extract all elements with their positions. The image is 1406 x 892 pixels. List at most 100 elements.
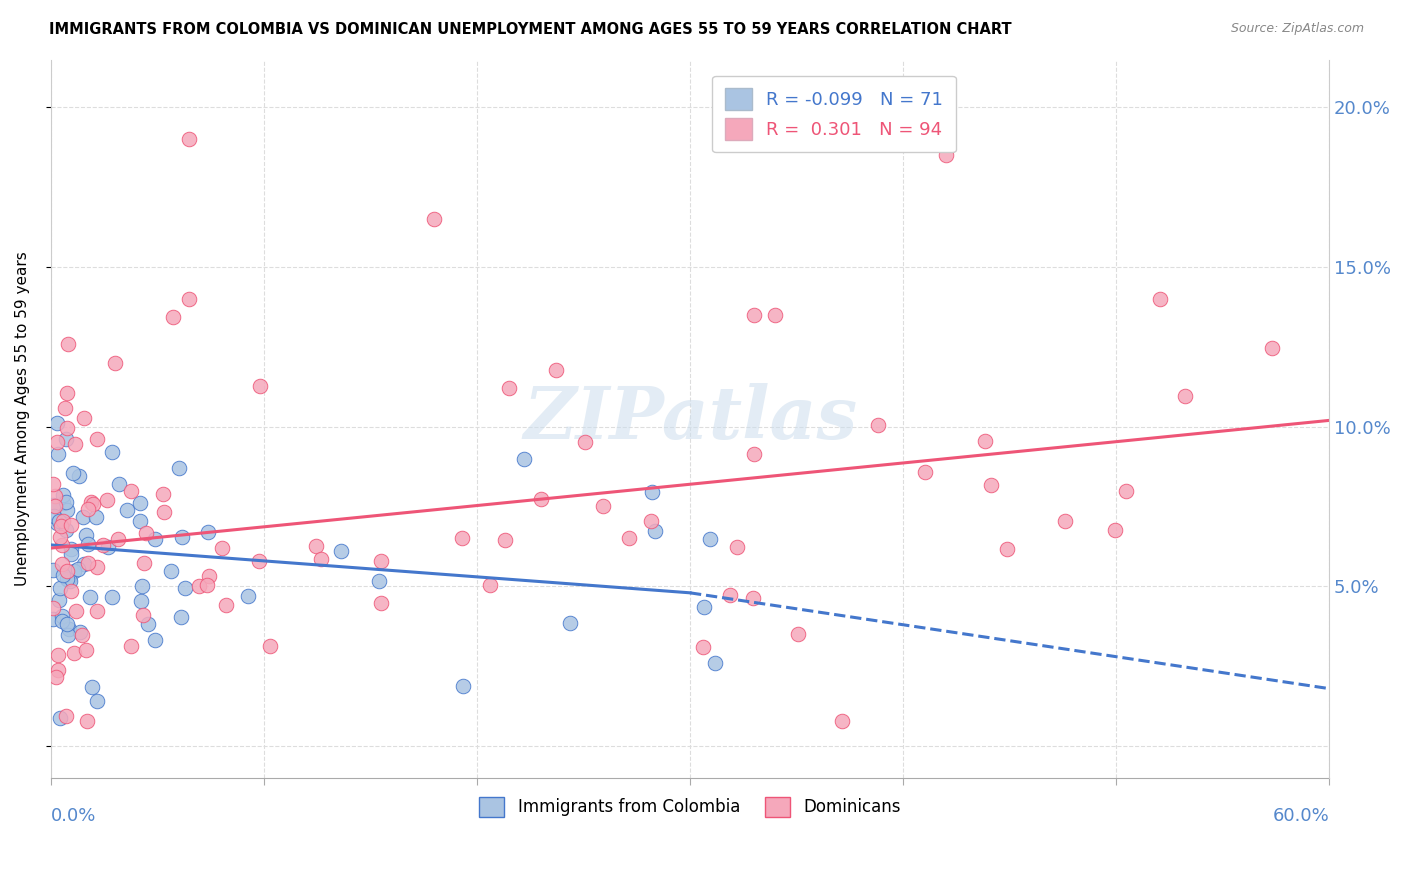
Point [51, 614, 73, 628]
Point [55, 432, 77, 446]
Point [51, 609, 73, 624]
Point [101, 590, 124, 604]
Point [79, 590, 101, 604]
Text: ZIPatlas: ZIPatlas [523, 384, 858, 454]
Point [498, 381, 520, 395]
Point [145, 532, 167, 546]
Point [513, 451, 536, 466]
Point [370, 596, 392, 610]
Point [59, 584, 82, 599]
Point [997, 541, 1019, 556]
Point [725, 540, 748, 554]
Point [75, 643, 97, 657]
Point [247, 554, 270, 568]
Point [170, 610, 193, 624]
Point [63, 564, 86, 578]
Point [82, 497, 104, 511]
Point [55, 564, 77, 578]
Point [46, 663, 69, 677]
Point [108, 476, 131, 491]
Point [174, 581, 197, 595]
Point [75, 527, 97, 541]
Point [56, 421, 79, 435]
Point [368, 574, 391, 588]
Point [742, 308, 765, 322]
Point [62, 646, 84, 660]
Point [53, 401, 76, 416]
Point [172, 530, 194, 544]
Point [560, 615, 582, 630]
Point [60, 547, 83, 561]
Point [868, 417, 890, 432]
Point [107, 533, 129, 547]
Point [86, 433, 108, 447]
Point [1260, 341, 1282, 355]
Point [45, 416, 67, 430]
Point [86, 560, 108, 574]
Point [831, 714, 853, 728]
Point [52, 568, 75, 582]
Point [763, 308, 786, 322]
Point [644, 524, 666, 538]
Point [450, 532, 472, 546]
Point [530, 491, 553, 506]
Text: 0.0%: 0.0% [51, 806, 96, 825]
Point [42, 476, 65, 491]
Point [49, 519, 72, 533]
Point [330, 544, 353, 558]
Point [104, 356, 127, 370]
Point [1054, 514, 1077, 528]
Point [51, 538, 73, 552]
Point [159, 564, 181, 578]
Point [42, 500, 65, 514]
Point [67, 469, 90, 483]
Point [187, 579, 209, 593]
Text: Source: ZipAtlas.com: Source: ZipAtlas.com [1230, 22, 1364, 36]
Point [77, 537, 100, 551]
Point [129, 496, 152, 510]
Point [60, 518, 83, 533]
Point [215, 598, 238, 612]
Point [56, 572, 79, 586]
Legend: Immigrants from Colombia, Dominicans: Immigrants from Colombia, Dominicans [472, 790, 907, 823]
Point [544, 363, 567, 377]
Point [52, 496, 75, 510]
Point [48, 711, 70, 725]
Point [56, 503, 79, 517]
Point [56, 386, 79, 401]
Point [703, 656, 725, 670]
Point [195, 577, 218, 591]
Point [56, 628, 79, 642]
Point [1374, 319, 1396, 334]
Point [131, 607, 153, 622]
Point [640, 514, 662, 528]
Point [935, 148, 957, 162]
Point [974, 434, 997, 448]
Point [59, 574, 82, 589]
Point [44, 489, 66, 503]
Point [592, 499, 614, 513]
Point [86, 603, 108, 617]
Point [69, 624, 91, 639]
Point [49, 530, 72, 544]
Point [51, 557, 73, 571]
Point [42, 601, 65, 615]
Point [73, 411, 96, 425]
Point [58, 337, 80, 351]
Point [423, 212, 446, 227]
Point [370, 553, 392, 567]
Point [121, 483, 143, 498]
Point [197, 569, 219, 583]
Point [65, 436, 87, 450]
Point [72, 509, 94, 524]
Point [1104, 523, 1126, 537]
Point [48, 648, 70, 662]
Point [48, 514, 70, 528]
Point [93, 538, 115, 552]
Point [167, 461, 190, 475]
Point [45, 670, 67, 684]
Point [77, 557, 100, 571]
Point [152, 487, 174, 501]
Point [58, 572, 80, 586]
Point [143, 632, 166, 647]
